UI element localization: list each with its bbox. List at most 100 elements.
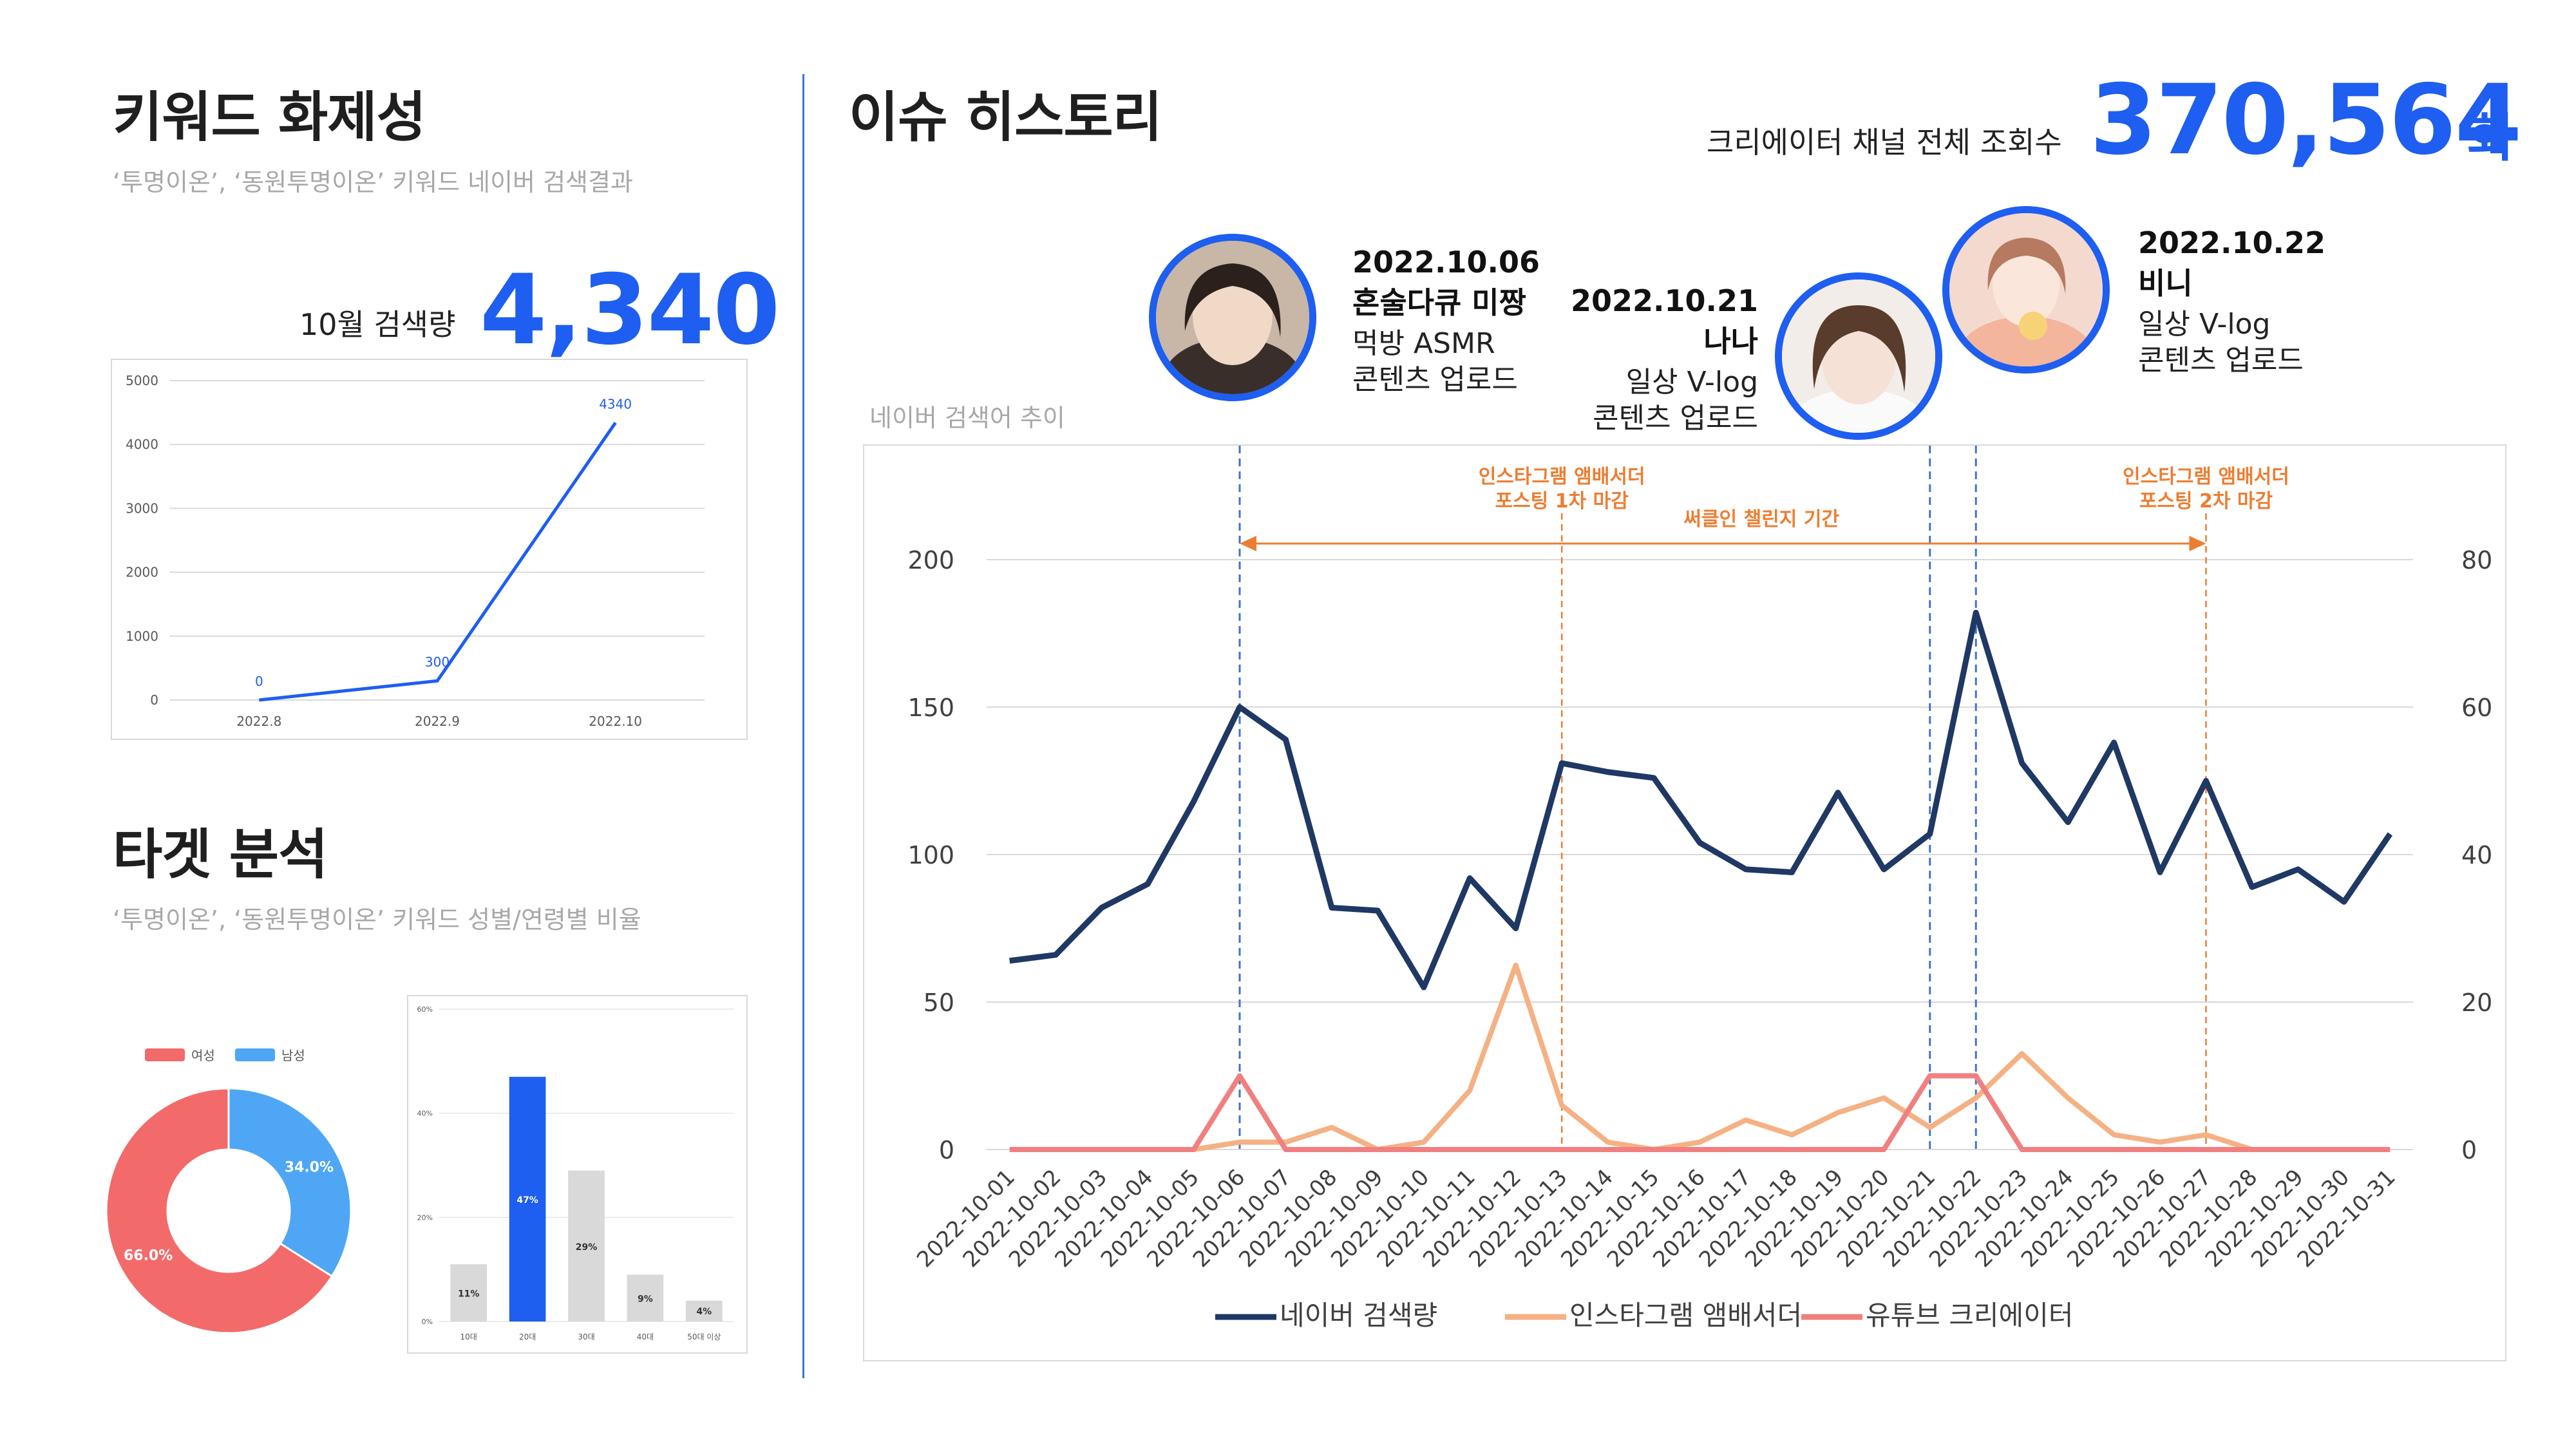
y-right-tick-label: 0 xyxy=(2461,1136,2477,1164)
y-left-tick-label: 200 xyxy=(907,546,954,574)
data-label: 0 xyxy=(255,674,263,689)
data-label: 4340 xyxy=(599,396,632,412)
event-description: 콘텐츠 업로드 xyxy=(1593,402,1758,435)
y-tick-label: 0% xyxy=(422,1318,433,1326)
legend-label: 여성 xyxy=(191,1048,215,1063)
event-3-info: 2022.10.22 비니 일상 V-log 콘텐츠 업로드 xyxy=(2138,225,2325,379)
y-tick-label: 1000 xyxy=(126,629,158,644)
target-section-subtitle: ‘투명이온’, ‘동원투명이온’ 키워드 성별/연령별 비율 xyxy=(113,905,641,934)
y-left-tick-label: 0 xyxy=(939,1136,954,1164)
annotation-label: 포스팅 1차 마감 xyxy=(1495,490,1629,513)
y-tick-label: 40% xyxy=(417,1110,433,1118)
issue-section-title: 이슈 히스토리 xyxy=(849,86,1162,149)
data-label: 4% xyxy=(696,1307,712,1317)
event-date: 2022.10.22 xyxy=(2138,225,2326,260)
bar xyxy=(509,1077,546,1321)
series-line xyxy=(1009,609,2392,990)
age-bar-chart: 0% 20% 40% 60% 11% 10대 47% 20대 29% 30대 9% 40대 4% 50대 … xyxy=(417,1005,734,1341)
y-tick-label: 60% xyxy=(417,1005,433,1014)
x-tick-label: 10대 xyxy=(460,1332,477,1341)
donut-slice-male xyxy=(227,1087,352,1278)
bar xyxy=(450,1264,488,1321)
event-creator-name: 혼술다큐 미짱 xyxy=(1352,285,1526,320)
bar xyxy=(627,1274,664,1321)
series-line xyxy=(1009,1073,2391,1152)
event-description: 콘텐츠 업로드 xyxy=(1352,363,1518,396)
daily-trend-chart-panel: 0 0 50 20 100 40 150 60 200 80 2022-10-01 2022-10-0… xyxy=(863,444,2506,1361)
data-label: 11% xyxy=(458,1289,480,1300)
x-tick-label: 20대 xyxy=(519,1332,536,1341)
event-description: 일상 V-log xyxy=(1625,366,1758,399)
keyword-section-subtitle: ‘투명이온’, ‘동원투명이온’ 키워드 네이버 검색결과 xyxy=(113,168,633,196)
y-right-tick-label: 20 xyxy=(2461,989,2492,1017)
chart-caption: 네이버 검색어 추이 xyxy=(869,404,1065,432)
y-right-tick-label: 40 xyxy=(2461,841,2492,869)
annotation-label: 인스타그램 앰배서더 xyxy=(2123,466,2289,488)
event-2-info: 2022.10.21 나나 일상 V-log 콘텐츠 업로드 xyxy=(1571,283,1758,437)
legend-label: 유튜브 크리에이터 xyxy=(1866,1300,2073,1331)
creator-avatar-nana xyxy=(1775,272,1942,440)
bar xyxy=(685,1300,723,1321)
portrait-icon xyxy=(1782,279,1935,433)
event-description: 먹방 ASMR xyxy=(1352,327,1495,360)
age-bar-chart-panel: 0% 20% 40% 60% 11% 10대 47% 20대 29% 30대 9% 40대 4% 50대 … xyxy=(407,995,748,1354)
search-volume-line xyxy=(259,422,617,702)
x-tick-label: 50대 이상 xyxy=(687,1332,721,1341)
y-left-tick-label: 150 xyxy=(907,694,954,722)
event-date: 2022.10.21 xyxy=(1570,283,1758,318)
y-tick-label: 3000 xyxy=(126,500,158,516)
search-volume-value: 4,340 xyxy=(480,254,780,366)
donut-slice-female xyxy=(105,1087,334,1334)
x-tick-label: 40대 xyxy=(637,1332,654,1341)
y-tick-label: 5000 xyxy=(126,373,158,388)
creator-avatar-mijjang xyxy=(1149,234,1316,401)
data-label: 34.0% xyxy=(285,1159,334,1175)
gender-donut-chart: 여성 남성 34.0% 66.0% xyxy=(105,1048,352,1334)
data-label: 9% xyxy=(638,1294,653,1305)
legend-label: 남성 xyxy=(281,1048,305,1063)
portrait-icon xyxy=(1156,241,1309,394)
annotation-label: 포스팅 2차 마감 xyxy=(2139,490,2273,513)
target-section-title: 타겟 분석 xyxy=(113,823,328,886)
y-tick-label: 20% xyxy=(417,1213,433,1222)
arrow-head-right-icon xyxy=(2189,536,2206,551)
legend-label: 인스타그램 앰배서더 xyxy=(1569,1300,1802,1331)
event-description: 콘텐츠 업로드 xyxy=(2138,344,2304,377)
annotation-label: 인스타그램 앰배서더 xyxy=(1479,466,1645,488)
creator-avatar-bini xyxy=(1942,206,2110,374)
y-left-tick-label: 100 xyxy=(907,841,954,869)
y-left-tick-label: 50 xyxy=(923,989,954,1017)
section-divider xyxy=(802,74,804,1378)
event-creator-name: 비니 xyxy=(2138,266,2193,301)
x-tick-label: 2022.8 xyxy=(236,714,281,729)
x-tick-label: 2022.9 xyxy=(415,714,460,729)
y-tick-label: 4000 xyxy=(126,437,158,452)
y-tick-label: 0 xyxy=(150,692,158,708)
legend-label: 네이버 검색량 xyxy=(1280,1300,1437,1331)
y-right-tick-label: 60 xyxy=(2461,694,2492,722)
data-label: 300 xyxy=(425,654,450,670)
data-label: 47% xyxy=(516,1195,538,1206)
data-label: 66.0% xyxy=(124,1248,173,1264)
event-description: 일상 V-log xyxy=(2138,308,2271,341)
x-tick-label: 30대 xyxy=(578,1332,594,1341)
bar xyxy=(568,1170,605,1321)
x-tick-label: 2022.10 xyxy=(589,714,642,729)
y-right-tick-label: 80 xyxy=(2461,546,2492,574)
series-line xyxy=(1009,962,2391,1152)
legend-swatch-male xyxy=(235,1048,275,1061)
search-volume-label: 10월 검색량 xyxy=(299,307,456,342)
keyword-section-title: 키워드 화제성 xyxy=(113,86,426,149)
arrow-head-left-icon xyxy=(1239,536,1256,551)
event-creator-name: 나나 xyxy=(1703,324,1758,359)
event-1-info: 2022.10.06 혼술다큐 미짱 먹방 ASMR 콘텐츠 업로드 xyxy=(1352,245,1540,398)
views-value: 370,564 xyxy=(2090,64,2522,176)
y-tick-label: 2000 xyxy=(126,565,158,580)
annotation-label: 써클인 챌린지 기간 xyxy=(1683,508,1839,531)
monthly-search-chart-panel: 0 1000 2000 3000 4000 5000 2022.8 2022.9 2022.10… xyxy=(111,359,748,740)
views-unit: 회 xyxy=(2467,108,2514,168)
views-label: 크리에이터 채널 전체 조회수 xyxy=(1707,125,2062,160)
event-date: 2022.10.06 xyxy=(1352,245,1540,279)
